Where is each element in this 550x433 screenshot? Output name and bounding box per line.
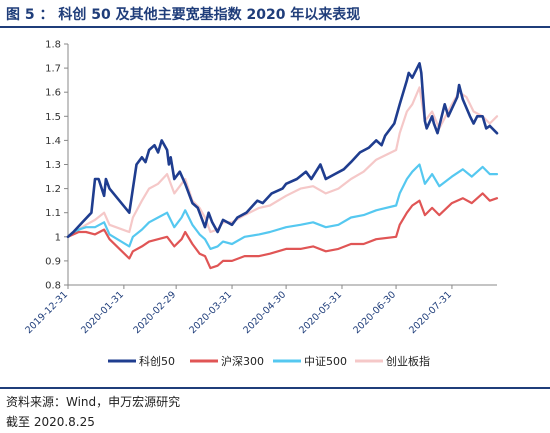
legend-label-0: 科创50 [139,354,175,368]
y-tick-label: 1.6 [45,88,61,99]
series-line-1 [66,192,499,270]
x-tick-label: 2020-01-31 [79,289,126,336]
y-tick-label: 1.7 [45,64,61,75]
series-line-0 [66,61,499,239]
chart-legend: 科创50 沪深300 中证500 创业板指 [108,354,430,368]
x-tick-label: 2020-03-31 [187,289,234,336]
x-tick-label: 2020-02-29 [131,289,178,336]
y-tick-label: 1.5 [45,112,61,123]
legend-label-1: 沪深300 [221,354,264,368]
x-tick-label: 2020-07-31 [407,289,454,336]
page-title: 图 5 ： 科创 50 及其他主要宽基指数 2020 年以来表现 [6,7,361,23]
y-tick-label: 1.1 [45,208,61,219]
footer-divider [0,387,550,389]
legend-label-2: 中证500 [304,355,347,368]
source-note: 资料来源：Wind，申万宏源研究 [6,395,181,409]
y-tick-label: 0.9 [45,256,61,267]
legend-label-3: 创业板指 [386,354,430,368]
y-tick-label: 1.4 [45,136,61,147]
x-tick-label: 2020-04-30 [241,289,288,336]
y-tick-label: 1.2 [45,184,61,195]
chart-series-lines [66,61,499,270]
x-tick-label: 2020-05-31 [297,289,344,336]
as-of-date: 截至 2020.8.25 [6,415,95,429]
y-tick-label: 1.3 [45,160,61,171]
line-chart: 0.8 0.9 1 1.1 1.2 1.3 1.4 1.5 1.6 1.7 1.8 2019-12-3… [23,40,499,368]
x-tick-label: 2019-12-31 [23,289,70,336]
y-tick-label: 1 [55,232,61,243]
title-divider [0,26,550,28]
series-line-2 [66,163,499,250]
y-tick-label: 0.8 [45,281,61,292]
x-tick-label: 2020-06-30 [351,289,398,336]
series-line-3 [66,86,499,238]
y-tick-label: 1.8 [45,40,61,51]
